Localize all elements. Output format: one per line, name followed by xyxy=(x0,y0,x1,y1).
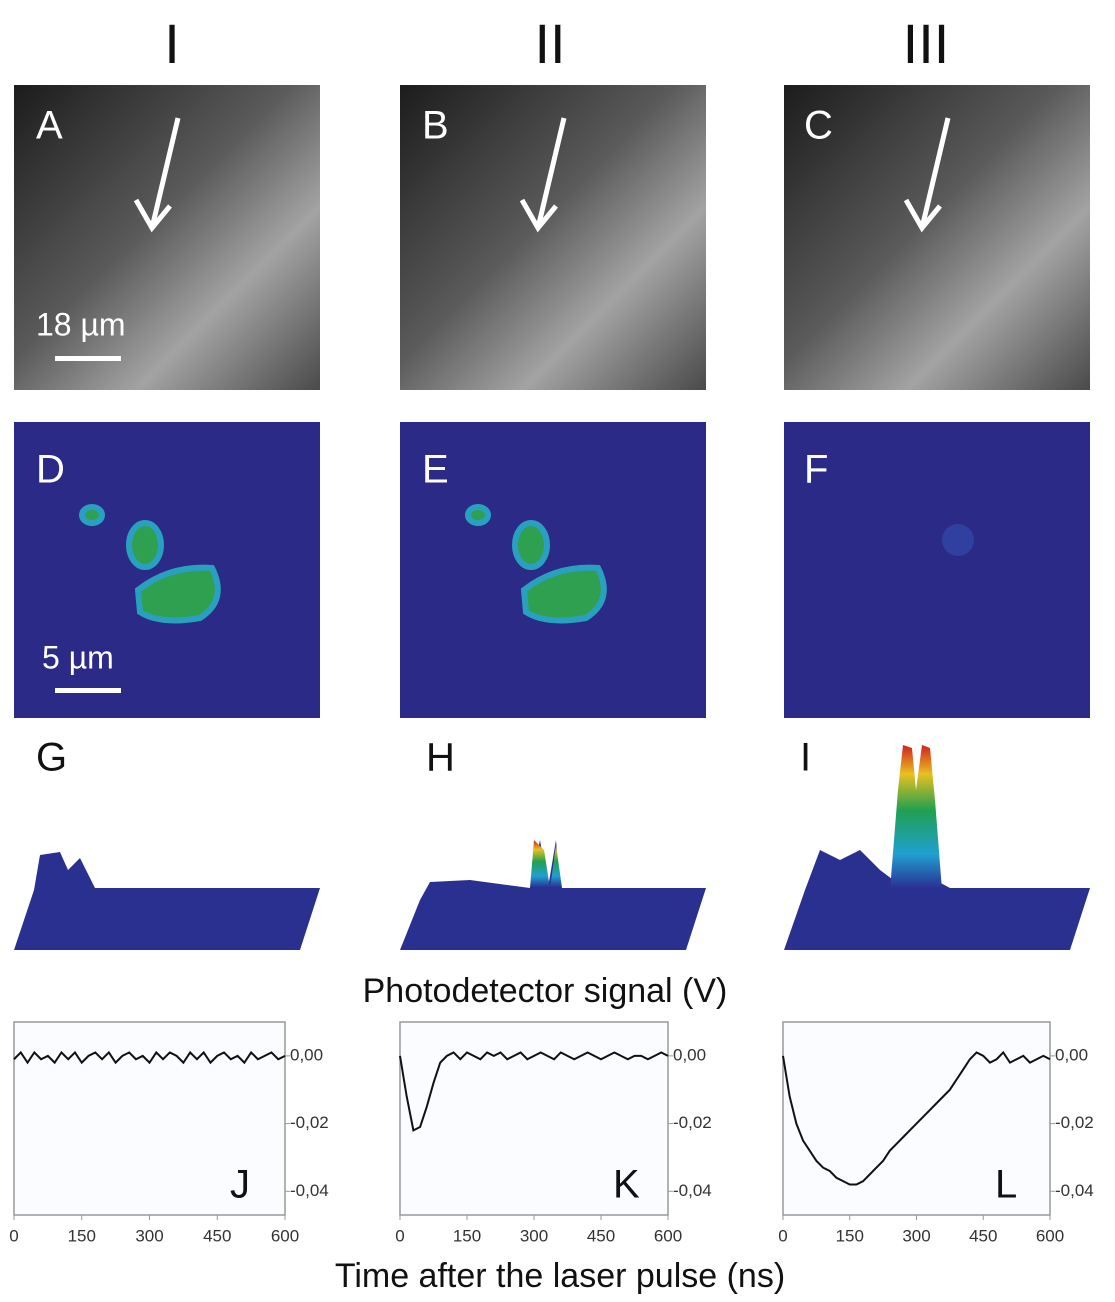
micrograph xyxy=(400,85,706,390)
panel-label: J xyxy=(230,1163,250,1207)
y-tick-label: -0,02 xyxy=(673,1113,712,1132)
x-tick-label: 600 xyxy=(654,1226,682,1245)
x-tick-label: 0 xyxy=(395,1226,404,1245)
surface xyxy=(784,850,1090,950)
panel-label: I xyxy=(800,736,811,780)
x-tick-label: 150 xyxy=(836,1226,864,1245)
surface xyxy=(400,840,706,950)
x-tick-label: 600 xyxy=(1036,1226,1064,1245)
panel-label: L xyxy=(995,1163,1017,1207)
y-tick-label: 0,00 xyxy=(673,1045,706,1064)
y-tick-label: 0,00 xyxy=(290,1045,323,1064)
heat-maps xyxy=(14,422,1090,718)
arrows xyxy=(133,117,951,233)
scale-bar xyxy=(55,356,121,361)
panel-label: G xyxy=(36,736,67,780)
scale-label: 18 µm xyxy=(36,306,126,342)
micrographs xyxy=(14,85,1090,390)
panel-label: B xyxy=(422,104,449,148)
x-tick-label: 300 xyxy=(135,1226,163,1245)
heat-map xyxy=(400,422,706,718)
panel-label: H xyxy=(426,736,455,780)
column-header: II xyxy=(534,12,565,75)
axis-title: Photodetector signal (V) xyxy=(363,972,728,1010)
x-tick-label: 600 xyxy=(271,1226,299,1245)
x-tick-label: 450 xyxy=(203,1226,231,1245)
x-tick-label: 0 xyxy=(778,1226,787,1245)
y-tick-label: 0,00 xyxy=(1055,1045,1088,1064)
y-tick-label: -0,02 xyxy=(290,1113,329,1132)
surfaces xyxy=(14,745,1090,950)
column-header: I xyxy=(164,12,180,75)
x-tick-label: 450 xyxy=(587,1226,615,1245)
scale-label: 5 µm xyxy=(42,639,114,675)
peak xyxy=(530,840,562,888)
x-tick-label: 300 xyxy=(520,1226,548,1245)
scale-bar xyxy=(55,688,121,693)
x-tick-label: 300 xyxy=(902,1226,930,1245)
axis-title: Time after the laser pulse (ns) xyxy=(335,1257,785,1295)
panel-label: D xyxy=(36,448,65,492)
panel-label: K xyxy=(613,1163,640,1207)
x-tick-label: 0 xyxy=(9,1226,18,1245)
y-tick-label: -0,04 xyxy=(290,1181,329,1200)
blobs xyxy=(79,504,607,624)
panel-label: F xyxy=(804,448,828,492)
heat-map xyxy=(784,422,1090,718)
y-tick-label: -0,04 xyxy=(673,1181,712,1200)
panel-label: A xyxy=(36,104,63,148)
plot-frame xyxy=(399,1021,669,1216)
x-tick-label: 150 xyxy=(68,1226,96,1245)
x-tick-label: 150 xyxy=(453,1226,481,1245)
peak xyxy=(890,745,942,890)
micrograph xyxy=(784,85,1090,390)
surface xyxy=(14,852,320,950)
y-tick-label: -0,04 xyxy=(1055,1181,1094,1200)
panel-label: C xyxy=(804,104,833,148)
signal-line xyxy=(782,1050,1051,1186)
signal-line xyxy=(399,1051,669,1132)
panel-label: E xyxy=(422,448,449,492)
micrograph xyxy=(14,85,320,390)
x-tick-label: 450 xyxy=(969,1226,997,1245)
blob xyxy=(942,524,974,556)
heat-map xyxy=(14,422,320,718)
column-header: III xyxy=(903,12,950,75)
signal-line xyxy=(13,1050,286,1065)
y-tick-label: -0,02 xyxy=(1055,1113,1094,1132)
